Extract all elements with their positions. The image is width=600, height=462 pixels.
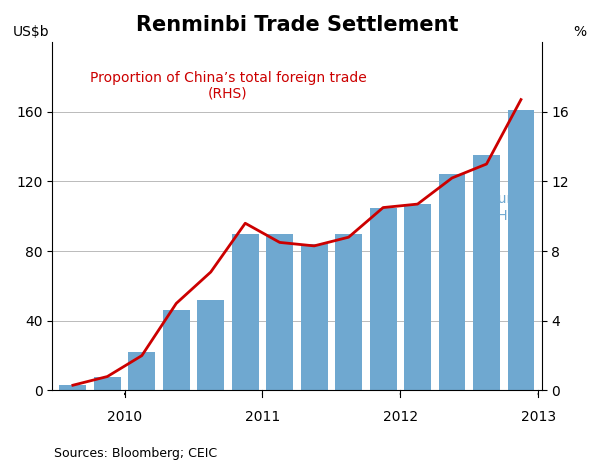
Bar (301, 244, 328, 390)
Text: 2010: 2010 (107, 410, 142, 424)
Bar (370, 207, 397, 390)
Title: Renminbi Trade Settlement: Renminbi Trade Settlement (136, 15, 458, 35)
Text: %: % (574, 24, 587, 39)
Bar (473, 155, 500, 390)
Text: Proportion of China’s total foreign trade
(RHS): Proportion of China’s total foreign trad… (89, 71, 367, 101)
Bar (335, 234, 362, 390)
Text: Sources: Bloomberg; CEIC: Sources: Bloomberg; CEIC (54, 447, 217, 460)
Bar (232, 234, 259, 390)
Bar (508, 110, 535, 390)
Bar (94, 377, 121, 390)
Bar (404, 204, 431, 390)
Text: US$b: US$b (13, 24, 50, 39)
Bar (439, 175, 466, 390)
Text: Volume
(LHS): Volume (LHS) (478, 193, 529, 223)
Bar (197, 300, 224, 390)
Bar (163, 310, 190, 390)
Text: 2013: 2013 (521, 410, 556, 424)
Text: 2011: 2011 (245, 410, 280, 424)
Text: 2012: 2012 (383, 410, 418, 424)
Bar (128, 352, 155, 390)
Bar (266, 234, 293, 390)
Bar (59, 385, 86, 390)
